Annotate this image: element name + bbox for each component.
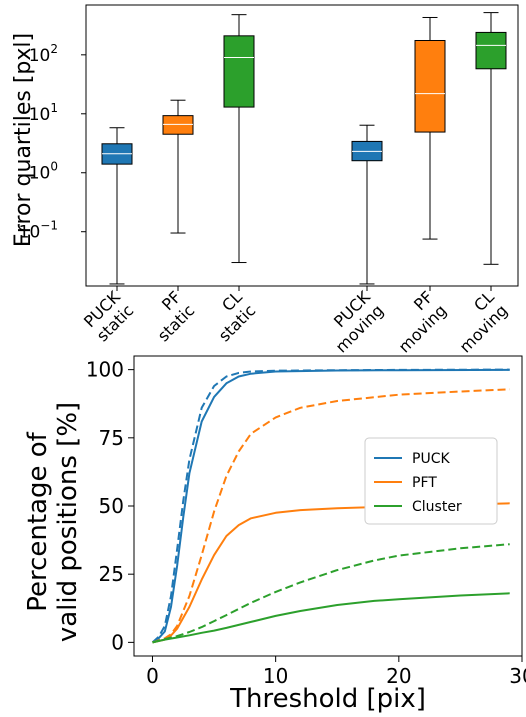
line-y-tick-label: 75 <box>99 426 124 450</box>
line-y-ticks: 0 25 50 75 100 <box>86 358 134 654</box>
boxplot-y-tick-base: 10 <box>29 105 51 125</box>
boxplot-box-group <box>414 16 446 240</box>
legend-items: PUCK PFT Cluster <box>374 451 462 515</box>
boxplot-y-tick-label: 10−1 <box>19 219 58 243</box>
boxplot-y-tick-exponent: −1 <box>40 219 58 233</box>
boxplot-x-tick-label: PUCKstatic <box>79 287 137 345</box>
line-x-tick-label: 10 <box>263 664 288 688</box>
boxplot-y-tick-label: 101 <box>29 101 58 125</box>
legend-label: PUCK <box>412 451 450 467</box>
line-series-cluster <box>152 592 510 644</box>
boxplot-y-tick-exponent: 1 <box>50 101 58 115</box>
boxplot-x-tick-label: PFstatic <box>140 287 198 345</box>
boxplot-box-group <box>223 14 255 264</box>
line-plot-frame <box>133 355 523 657</box>
boxplot-box-group <box>351 124 383 285</box>
boxplot-boxes <box>101 12 507 285</box>
line-x-tick-label: 20 <box>386 664 411 688</box>
line-y-axis-label-line2: valid positions [%] <box>53 402 83 642</box>
boxplot-box-group <box>162 99 194 234</box>
boxplot-y-tick-exponent: 2 <box>50 42 58 56</box>
line-chart: Percentage of valid positions [%] 0 25 50 7… <box>23 355 526 714</box>
line-y-axis-label-line1: Percentage of <box>23 431 53 611</box>
boxplot-box <box>475 31 507 70</box>
boxplot-box-group <box>475 12 507 265</box>
line-series-pft-dashed <box>152 388 510 644</box>
legend: PUCK PFT Cluster <box>364 437 498 525</box>
legend-label: Cluster <box>412 499 462 515</box>
line-x-ticks: 0 10 20 30 <box>146 656 526 688</box>
line-x-axis-label: Threshold [pix] <box>229 684 426 714</box>
boxplot-x-tick-label: CLmoving <box>442 287 511 356</box>
boxplot-plot-frame <box>85 4 519 287</box>
line-y-tick-label: 0 <box>111 630 124 654</box>
boxplot-y-tick-label: 100 <box>29 160 58 184</box>
boxplot-y-axis-label: Error quartiles [pxl] <box>11 33 36 247</box>
line-y-tick-label: 100 <box>86 358 124 382</box>
boxplot-y-tick-exponent: 0 <box>50 160 58 174</box>
line-series-cluster-dashed <box>152 543 510 644</box>
legend-frame <box>364 437 498 525</box>
legend-label: PFT <box>412 475 437 491</box>
line-series <box>151 368 510 644</box>
boxplot-y-tick-base: 10 <box>29 164 51 184</box>
line-series-puck-dashed <box>151 368 510 644</box>
boxplot-box-group <box>101 127 133 285</box>
line-x-tick-label: 30 <box>509 664 526 688</box>
boxplot-box <box>414 39 446 133</box>
line-x-tick-label: 0 <box>146 664 159 688</box>
boxplot-y-tick-base: 10 <box>19 223 41 243</box>
boxplot-y-tick-label: 102 <box>29 42 58 66</box>
boxplot-x-tick-label: PUCKmoving <box>318 287 387 356</box>
boxplot-y-tick-base: 10 <box>29 46 51 66</box>
boxplot-x-tick-label: CLstatic <box>201 287 259 345</box>
boxplot-x-tick-label: PFmoving <box>381 287 450 356</box>
line-y-tick-label: 25 <box>99 562 124 586</box>
boxplot-box <box>223 35 255 108</box>
boxplot-box <box>162 115 194 135</box>
line-y-tick-label: 50 <box>99 494 124 518</box>
